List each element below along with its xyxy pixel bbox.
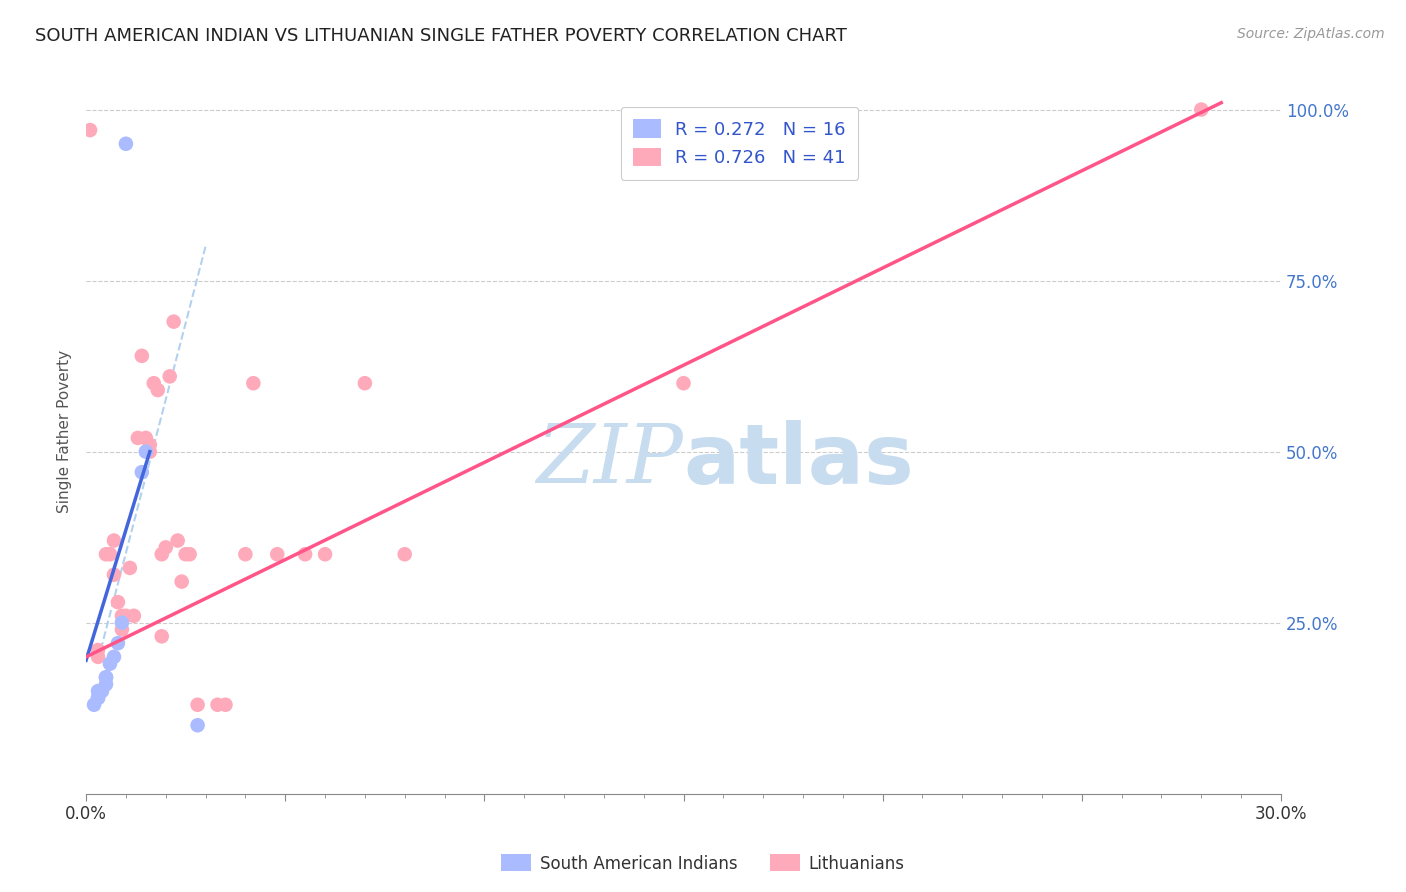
Point xyxy=(131,465,153,479)
Point xyxy=(111,608,134,623)
Point xyxy=(111,623,134,637)
Point xyxy=(87,643,110,657)
Point xyxy=(94,670,117,684)
Point xyxy=(135,431,157,445)
Point xyxy=(87,684,110,698)
Legend: R = 0.272   N = 16, R = 0.726   N = 41: R = 0.272 N = 16, R = 0.726 N = 41 xyxy=(621,106,858,179)
Point xyxy=(103,567,125,582)
Point xyxy=(107,636,129,650)
Point xyxy=(131,349,153,363)
Point xyxy=(135,444,157,458)
Legend: South American Indians, Lithuanians: South American Indians, Lithuanians xyxy=(495,847,911,880)
Text: Source: ZipAtlas.com: Source: ZipAtlas.com xyxy=(1237,27,1385,41)
Point xyxy=(150,547,173,561)
Point xyxy=(354,376,377,391)
Point xyxy=(214,698,236,712)
Point xyxy=(394,547,416,561)
Point xyxy=(166,533,188,548)
Point xyxy=(111,615,134,630)
Point xyxy=(91,684,114,698)
Point xyxy=(139,444,162,458)
Point xyxy=(94,547,117,561)
Point xyxy=(235,547,257,561)
Point xyxy=(87,649,110,664)
Point xyxy=(87,690,110,705)
Point xyxy=(314,547,336,561)
Point xyxy=(83,698,105,712)
Point xyxy=(150,629,173,643)
Point xyxy=(170,574,193,589)
Point xyxy=(266,547,288,561)
Point xyxy=(242,376,264,391)
Point xyxy=(122,608,145,623)
Point xyxy=(142,376,165,391)
Point xyxy=(103,533,125,548)
Point xyxy=(159,369,181,384)
Point xyxy=(79,123,101,137)
Point xyxy=(115,136,138,151)
Point xyxy=(187,718,209,732)
Point xyxy=(163,315,186,329)
Point xyxy=(146,383,169,397)
Point xyxy=(207,698,229,712)
Y-axis label: Single Father Poverty: Single Father Poverty xyxy=(58,350,72,513)
Point xyxy=(98,657,121,671)
Point xyxy=(174,547,197,561)
Point xyxy=(127,431,149,445)
Point xyxy=(672,376,695,391)
Point xyxy=(294,547,316,561)
Point xyxy=(1189,103,1212,117)
Point xyxy=(187,698,209,712)
Point xyxy=(179,547,201,561)
Text: atlas: atlas xyxy=(683,419,914,500)
Point xyxy=(103,649,125,664)
Text: ZIP: ZIP xyxy=(537,420,683,500)
Point xyxy=(139,438,162,452)
Point xyxy=(94,677,117,691)
Point xyxy=(98,547,121,561)
Point xyxy=(115,608,138,623)
Point xyxy=(155,541,177,555)
Text: SOUTH AMERICAN INDIAN VS LITHUANIAN SINGLE FATHER POVERTY CORRELATION CHART: SOUTH AMERICAN INDIAN VS LITHUANIAN SING… xyxy=(35,27,846,45)
Point xyxy=(118,561,141,575)
Point xyxy=(87,690,110,705)
Point xyxy=(94,670,117,684)
Point xyxy=(107,595,129,609)
